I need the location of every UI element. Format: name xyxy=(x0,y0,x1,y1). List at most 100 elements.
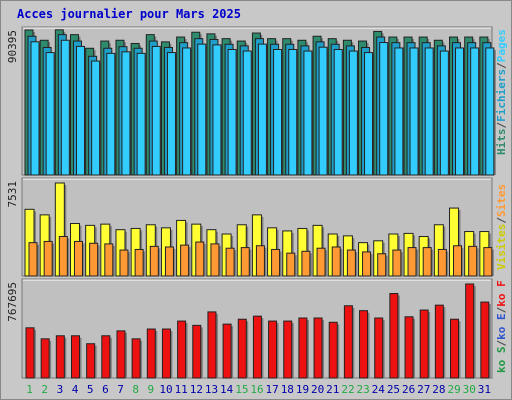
legend-item: Pages xyxy=(495,29,508,62)
pages-bar xyxy=(303,50,313,176)
day-label: 6 xyxy=(102,383,109,396)
day-label: 26 xyxy=(402,383,415,396)
sites-bar xyxy=(104,243,114,277)
legend-item: Hits xyxy=(495,129,508,156)
pages-bar xyxy=(242,50,252,176)
pages-bar xyxy=(91,60,101,176)
day-label: 20 xyxy=(311,383,324,396)
day-label: 19 xyxy=(296,383,309,396)
pages-bar xyxy=(318,46,328,176)
sites-bar xyxy=(407,247,417,277)
legend-item: ko S xyxy=(495,347,508,374)
kb-transferred-bar xyxy=(283,320,293,379)
kb-transferred-bar xyxy=(404,316,414,379)
sites-bar xyxy=(437,248,447,277)
day-label: 1 xyxy=(26,383,33,396)
legend-panel3: ko S/ko E/ko F xyxy=(495,280,508,373)
pages-bar xyxy=(75,45,85,176)
pages-bar xyxy=(409,47,419,176)
kb-transferred-bar xyxy=(374,317,384,379)
sites-bar xyxy=(301,250,311,277)
pages-bar xyxy=(485,47,495,176)
day-label: 8 xyxy=(132,383,139,396)
kb-transferred-bar xyxy=(434,304,444,379)
sites-bar xyxy=(73,240,83,277)
day-label: 23 xyxy=(357,383,370,396)
legend-item: / xyxy=(495,217,508,224)
sites-bar xyxy=(225,247,235,277)
day-label: 25 xyxy=(387,383,400,396)
sites-bar xyxy=(210,243,220,277)
sites-bar xyxy=(180,244,190,277)
kb-transferred-bar xyxy=(70,335,80,379)
pages-bar xyxy=(257,43,267,176)
day-label: 7 xyxy=(117,383,124,396)
pages-bar xyxy=(166,52,176,176)
sites-bar xyxy=(483,247,493,277)
pages-bar xyxy=(60,39,70,176)
sites-bar xyxy=(286,252,296,277)
sites-bar xyxy=(164,246,174,277)
kb-transferred-bar xyxy=(450,318,460,379)
pages-bar xyxy=(273,48,283,176)
day-label: 31 xyxy=(478,383,491,396)
day-label: 22 xyxy=(341,383,354,396)
kb-transferred-bar xyxy=(359,310,369,379)
day-label: 9 xyxy=(148,383,155,396)
pages-bar xyxy=(121,51,131,176)
sites-bar xyxy=(377,253,387,277)
day-label: 15 xyxy=(235,383,248,396)
kb-transferred-bar xyxy=(177,320,187,379)
pages-bar xyxy=(288,48,298,176)
pages-bar xyxy=(470,47,480,176)
kb-transferred-bar xyxy=(25,327,35,379)
pages-bar xyxy=(227,48,237,176)
kb-transferred-bar xyxy=(161,328,171,379)
kb-transferred-bar xyxy=(389,293,399,379)
pages-bar xyxy=(212,44,222,176)
legend-item: ko E xyxy=(495,313,508,340)
sites-bar xyxy=(271,248,281,277)
sites-bar xyxy=(28,242,38,277)
legend-panel2: Visites/Sites xyxy=(495,184,508,270)
chart-title: Acces journalier pour Mars 2025 xyxy=(17,7,241,21)
pages-bar xyxy=(439,50,449,176)
legend-item: Fichiers xyxy=(495,69,508,122)
sites-bar xyxy=(255,245,265,277)
day-label: 24 xyxy=(372,383,386,396)
day-label: 3 xyxy=(57,383,64,396)
day-label: 13 xyxy=(205,383,218,396)
day-label: 17 xyxy=(266,383,279,396)
kb-transferred-bar xyxy=(101,335,111,379)
sites-bar xyxy=(149,245,159,277)
day-label: 11 xyxy=(175,383,188,396)
day-label: 4 xyxy=(72,383,79,396)
kb-transferred-bar xyxy=(40,338,50,379)
pages-bar xyxy=(197,43,207,176)
pages-bar xyxy=(394,47,404,176)
y-max-tick-label: 7531 xyxy=(6,181,19,208)
legend-item: / xyxy=(495,122,508,129)
kb-transferred-bar xyxy=(252,315,262,379)
legend-item: Sites xyxy=(495,184,508,217)
day-label: 21 xyxy=(326,383,339,396)
sites-bar xyxy=(240,247,250,277)
day-label: 2 xyxy=(41,383,48,396)
sites-bar xyxy=(43,240,53,277)
pages-bar xyxy=(379,42,389,176)
kb-transferred-bar xyxy=(328,321,338,379)
kb-transferred-bar xyxy=(146,328,156,379)
day-label: 27 xyxy=(417,383,430,396)
legend-panel1: Hits/Fichiers/Pages xyxy=(495,29,508,155)
legend-item: / xyxy=(495,340,508,347)
hits-files-pages-panel: 90395 xyxy=(6,26,496,176)
pages-bar xyxy=(348,50,358,176)
legend-item: ko F xyxy=(495,280,508,307)
kb-transferred-bar xyxy=(131,338,141,379)
pages-bar xyxy=(364,52,374,176)
sites-bar xyxy=(331,246,341,277)
day-label: 30 xyxy=(463,383,476,396)
day-label: 14 xyxy=(220,383,234,396)
day-label: 28 xyxy=(432,383,445,396)
